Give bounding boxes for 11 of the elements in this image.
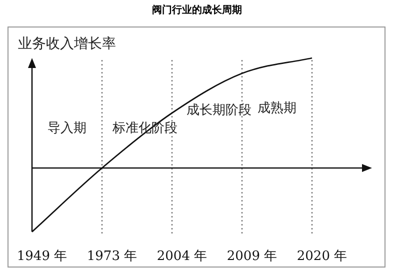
annotation: 导入期 [48,121,86,136]
x-tick-label: 2020 年 [296,249,348,264]
annotation: 标准化阶段 [112,121,178,136]
x-tick-label: 2004 年 [156,249,208,264]
x-tick-label: 2009 年 [226,249,278,264]
annotation: 成熟期 [258,101,296,116]
x-tick-label: 1949 年 [16,249,68,264]
x-tick-label: 1973 年 [86,249,138,264]
annotation: 成长期阶段 [186,103,252,118]
y-axis-title: 业务收入增长率 [18,36,116,52]
chart-title: 阀门行业的成长周期 [152,4,242,16]
